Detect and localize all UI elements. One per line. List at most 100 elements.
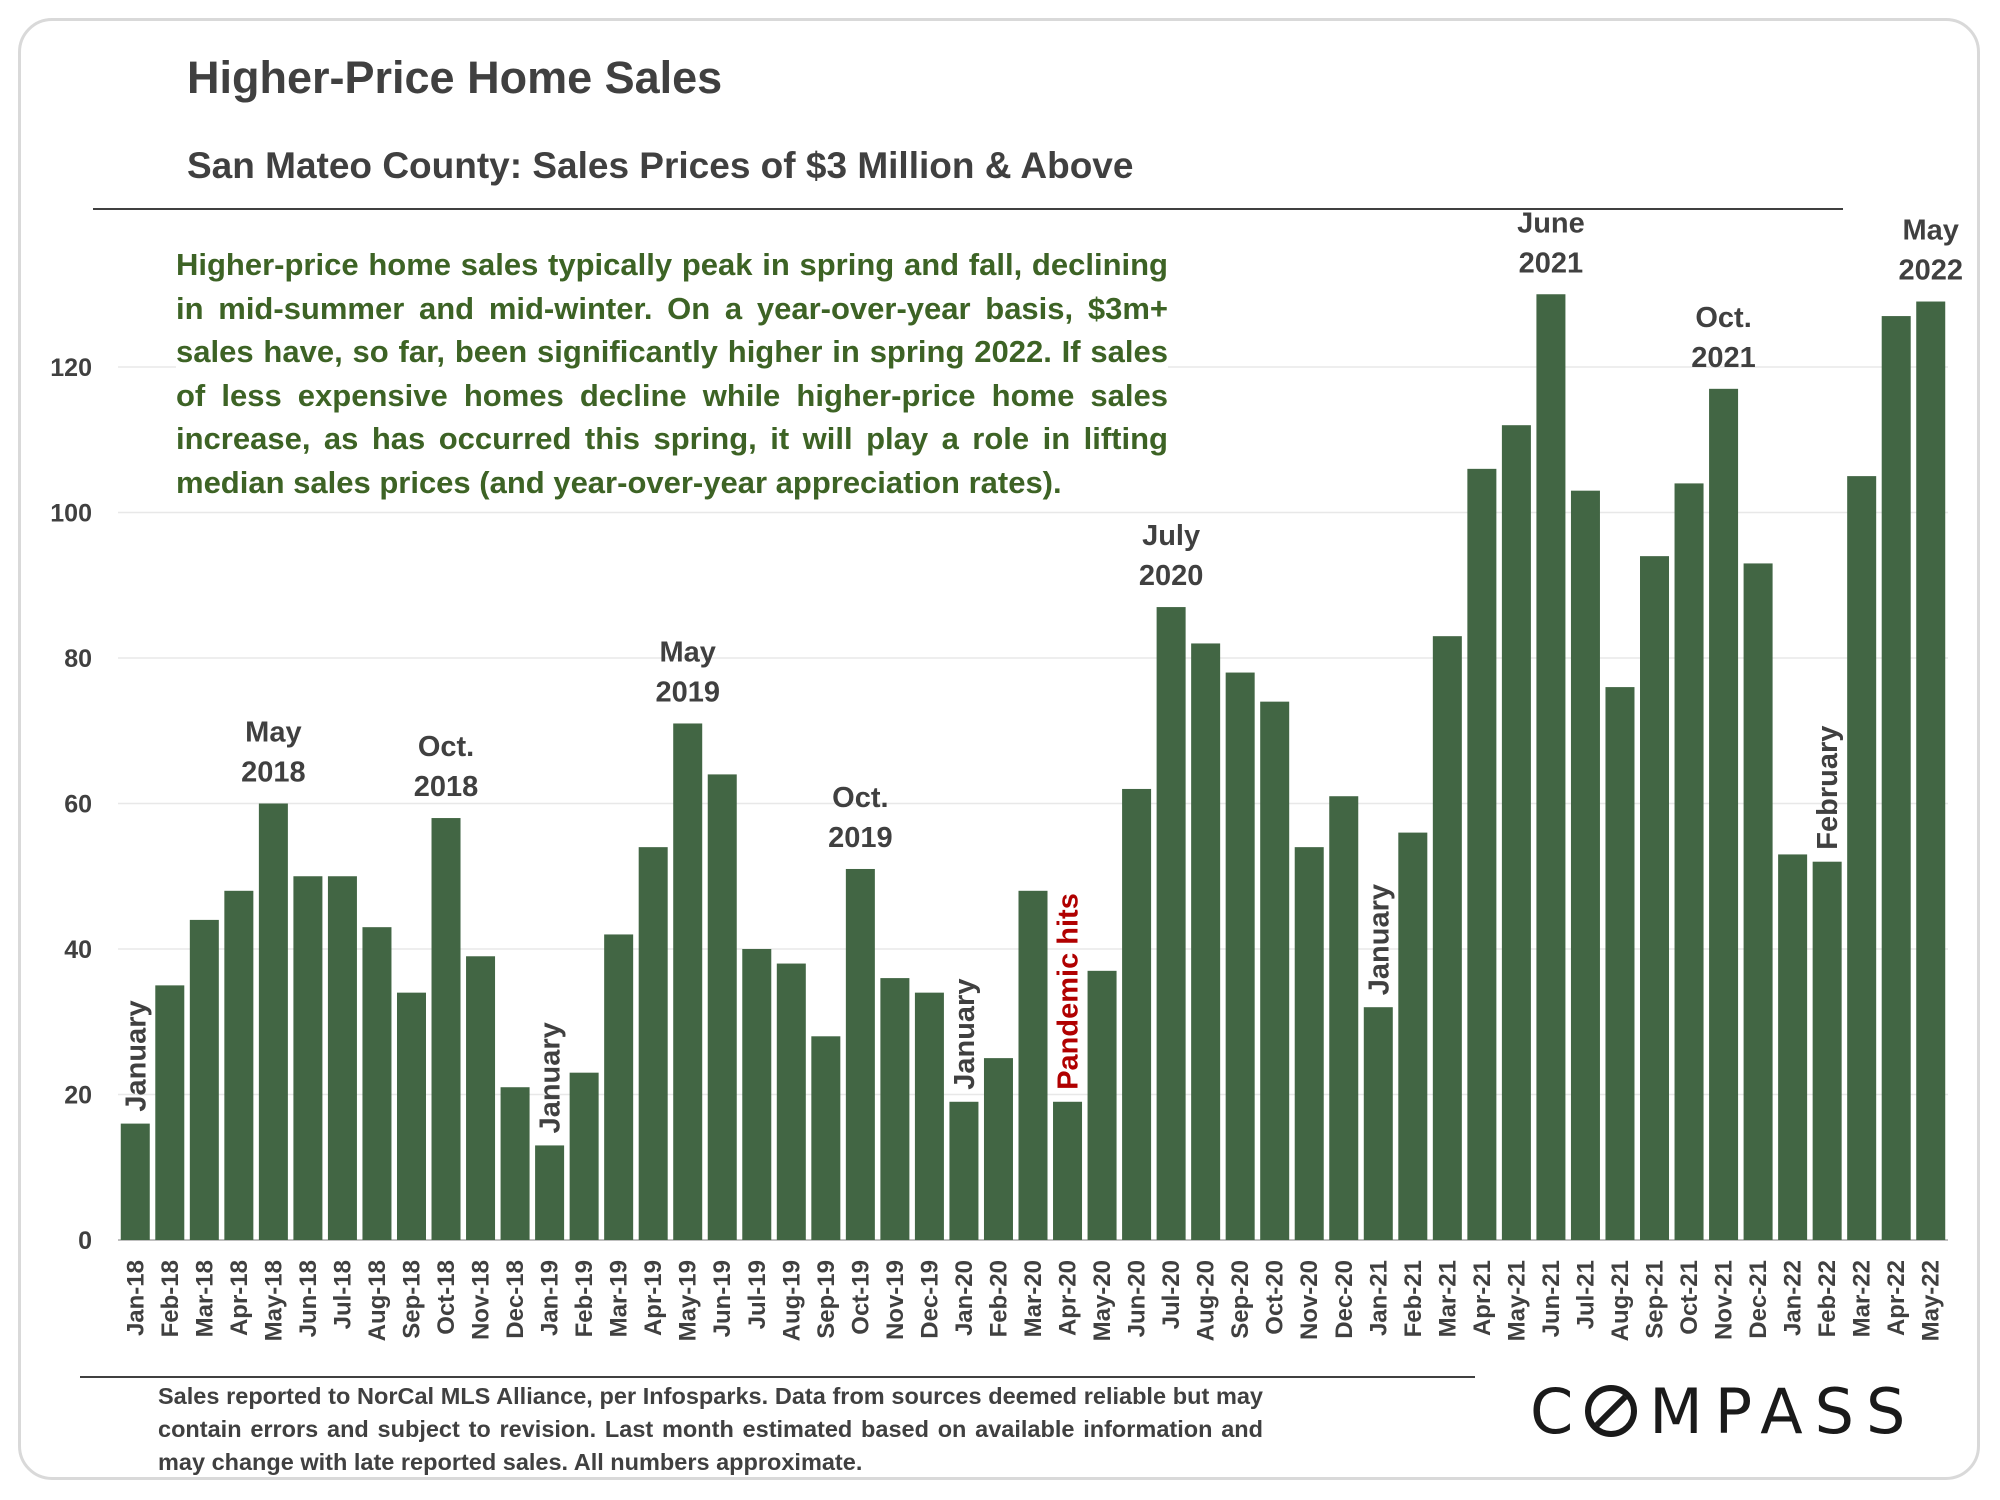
- footer-divider: [80, 1376, 1475, 1378]
- x-tick-label: Aug-18: [364, 1260, 391, 1341]
- x-tick-label: Jun-21: [1538, 1260, 1565, 1337]
- bar: [1743, 563, 1773, 1240]
- y-tick-label: 20: [64, 1082, 92, 1110]
- bar: [845, 868, 875, 1240]
- annotation-label: Oct.: [1695, 302, 1751, 334]
- x-tick-label: Sep-21: [1642, 1260, 1669, 1339]
- x-tick-label: Dec-19: [916, 1260, 943, 1339]
- bar: [1363, 1007, 1393, 1240]
- chart-subtitle: San Mateo County: Sales Prices of $3 Mil…: [187, 145, 1134, 186]
- annotation-label: January: [120, 1000, 152, 1111]
- annotation-label: 2021: [1519, 247, 1584, 279]
- x-tick-label: Jan-19: [537, 1260, 564, 1336]
- x-tick-label: Jul-18: [329, 1260, 356, 1329]
- x-tick-label: Aug-20: [1193, 1260, 1220, 1341]
- x-tick-label: Mar-20: [1020, 1260, 1047, 1337]
- x-tick-label: Apr-21: [1469, 1260, 1496, 1336]
- x-tick-label: Oct-20: [1262, 1260, 1289, 1335]
- bar: [466, 956, 496, 1240]
- bar: [224, 890, 254, 1240]
- annotation-label: 2022: [1898, 255, 1963, 287]
- x-tick-label: Jan-18: [122, 1260, 149, 1336]
- bar: [535, 1145, 565, 1240]
- bar: [327, 876, 357, 1240]
- bar: [638, 847, 668, 1240]
- x-tick-label: Feb-19: [571, 1260, 598, 1337]
- bar: [742, 949, 772, 1240]
- annotation-label: May: [1903, 215, 1959, 247]
- bar: [1709, 388, 1739, 1240]
- bar: [1398, 832, 1428, 1240]
- compass-logo: C MPASS: [1530, 1375, 1918, 1448]
- annotation-label: May: [245, 717, 301, 749]
- bar: [983, 1058, 1013, 1240]
- bar: [1225, 672, 1255, 1240]
- x-tick-label: Jul-21: [1572, 1260, 1599, 1329]
- bar: [1916, 301, 1946, 1240]
- bars: [120, 294, 1946, 1241]
- commentary-text: Higher-price home sales typically peak i…: [176, 243, 1168, 504]
- bar: [1467, 468, 1497, 1241]
- x-tick-label: Oct-19: [847, 1260, 874, 1335]
- bar: [1329, 796, 1359, 1240]
- y-tick-label: 120: [50, 354, 92, 382]
- source-footnote: Sales reported to NorCal MLS Alliance, p…: [158, 1383, 1263, 1475]
- x-tick-label: Jan-22: [1780, 1260, 1807, 1336]
- bar: [1570, 490, 1600, 1240]
- x-tick-label: Sep-19: [813, 1260, 840, 1339]
- annotation-label: June: [1517, 207, 1585, 239]
- annotation-label: 2018: [414, 771, 479, 803]
- bar: [1260, 701, 1290, 1240]
- x-tick-label: Feb-21: [1400, 1260, 1427, 1337]
- x-tick-label: Mar-19: [606, 1260, 633, 1337]
- bar: [776, 963, 806, 1240]
- x-tick-label: Apr-22: [1883, 1260, 1910, 1336]
- bar: [1432, 636, 1462, 1240]
- y-tick-label: 100: [50, 500, 92, 528]
- bar: [880, 978, 910, 1240]
- annotation-label: 2021: [1691, 342, 1756, 374]
- y-tick-label: 80: [64, 645, 92, 673]
- x-tick-label: May-22: [1918, 1260, 1945, 1341]
- bar: [189, 919, 219, 1240]
- x-tick-label: Mar-21: [1434, 1260, 1461, 1337]
- bar: [362, 927, 392, 1240]
- bar: [1847, 476, 1877, 1240]
- bar: [1812, 861, 1842, 1240]
- x-tick-label: May-19: [675, 1260, 702, 1341]
- annotation-label: Pandemic hits: [1053, 893, 1085, 1090]
- x-tick-label: Apr-20: [1055, 1260, 1082, 1336]
- annotation-label: 2019: [828, 822, 893, 854]
- x-tick-label: May-18: [260, 1260, 287, 1341]
- annotation-label: 2018: [241, 757, 306, 789]
- annotation-label: January: [1363, 884, 1395, 995]
- x-tick-label: Mar-22: [1849, 1260, 1876, 1337]
- bar: [949, 1101, 979, 1240]
- annotation-label: January: [535, 1022, 567, 1133]
- x-tick-label: Jan-20: [951, 1260, 978, 1336]
- x-tick-label: Nov-18: [468, 1260, 495, 1340]
- bar: [1605, 687, 1635, 1240]
- bar: [120, 1123, 150, 1240]
- x-tick-label: Jul-19: [744, 1260, 771, 1329]
- annotation-label: February: [1812, 726, 1844, 850]
- bar: [1294, 847, 1324, 1240]
- bar: [1536, 294, 1566, 1240]
- bar: [1640, 556, 1670, 1240]
- bar: [258, 803, 288, 1240]
- bar: [431, 818, 461, 1240]
- x-tick-label: Sep-18: [398, 1260, 425, 1339]
- x-tick-label: Jul-20: [1158, 1260, 1185, 1329]
- bar: [1156, 607, 1186, 1240]
- bar: [396, 992, 426, 1240]
- annotation-label: Oct.: [418, 731, 474, 763]
- bar: [1018, 890, 1048, 1240]
- x-tick-label: Jun-18: [295, 1260, 322, 1337]
- annotation-label: May: [660, 636, 716, 668]
- x-tick-label: Apr-19: [640, 1260, 667, 1336]
- bar: [1778, 854, 1808, 1240]
- bar: [1087, 970, 1117, 1240]
- annotation-label: July: [1142, 520, 1200, 552]
- compass-o-icon: [1585, 1385, 1638, 1437]
